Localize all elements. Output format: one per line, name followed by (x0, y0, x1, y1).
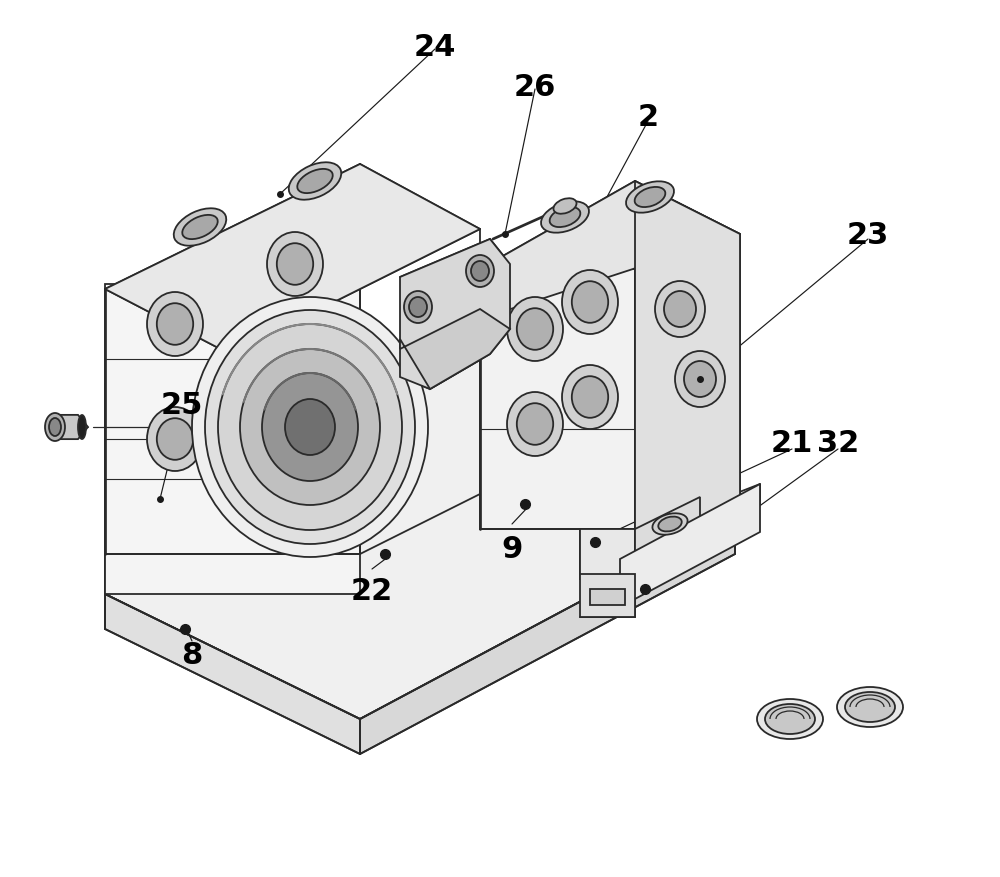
Ellipse shape (562, 366, 618, 430)
Text: 9: 9 (501, 535, 523, 564)
Polygon shape (590, 589, 625, 605)
Text: 8: 8 (181, 641, 203, 670)
Ellipse shape (655, 282, 705, 338)
Ellipse shape (562, 271, 618, 335)
Ellipse shape (675, 352, 725, 408)
Text: 24: 24 (414, 33, 456, 62)
Ellipse shape (277, 244, 313, 286)
Ellipse shape (626, 182, 674, 213)
Polygon shape (105, 285, 360, 554)
Ellipse shape (409, 297, 427, 317)
Text: 32: 32 (817, 429, 859, 458)
Ellipse shape (517, 309, 553, 351)
Ellipse shape (684, 361, 716, 397)
Text: 26: 26 (514, 74, 556, 103)
Polygon shape (105, 165, 480, 354)
Ellipse shape (765, 704, 815, 734)
Polygon shape (580, 530, 635, 580)
Ellipse shape (553, 199, 577, 215)
Ellipse shape (262, 374, 358, 481)
Ellipse shape (277, 369, 313, 410)
Polygon shape (400, 310, 510, 389)
Ellipse shape (572, 282, 608, 324)
Ellipse shape (507, 297, 563, 361)
Polygon shape (580, 574, 635, 617)
Text: 25: 25 (161, 391, 203, 420)
Ellipse shape (517, 403, 553, 446)
Ellipse shape (289, 163, 341, 201)
Ellipse shape (78, 416, 86, 439)
Polygon shape (105, 595, 360, 754)
Ellipse shape (541, 202, 589, 233)
Polygon shape (105, 354, 735, 719)
Ellipse shape (658, 517, 682, 531)
Ellipse shape (845, 692, 895, 722)
Ellipse shape (240, 350, 380, 505)
Ellipse shape (635, 188, 665, 208)
Polygon shape (48, 416, 88, 439)
Polygon shape (360, 519, 735, 754)
Ellipse shape (267, 358, 323, 422)
Ellipse shape (837, 688, 903, 727)
Ellipse shape (205, 310, 415, 545)
Ellipse shape (192, 297, 428, 558)
Text: 22: 22 (351, 577, 393, 606)
Text: 2: 2 (637, 103, 659, 132)
Ellipse shape (157, 418, 193, 460)
Ellipse shape (147, 408, 203, 472)
Ellipse shape (404, 292, 432, 324)
Ellipse shape (652, 514, 688, 535)
Ellipse shape (174, 209, 226, 246)
Text: 23: 23 (847, 221, 889, 250)
Polygon shape (635, 497, 700, 580)
Ellipse shape (507, 393, 563, 457)
Ellipse shape (182, 216, 218, 239)
Ellipse shape (147, 293, 203, 357)
Polygon shape (480, 182, 740, 319)
Ellipse shape (297, 169, 333, 194)
Polygon shape (620, 484, 760, 607)
Ellipse shape (267, 232, 323, 296)
Text: 21: 21 (771, 429, 813, 458)
Polygon shape (635, 182, 740, 530)
Ellipse shape (285, 400, 335, 455)
Ellipse shape (157, 303, 193, 346)
Ellipse shape (49, 418, 61, 437)
Ellipse shape (757, 699, 823, 739)
Ellipse shape (466, 256, 494, 288)
Ellipse shape (550, 208, 580, 228)
Ellipse shape (45, 414, 65, 441)
Ellipse shape (572, 377, 608, 418)
Ellipse shape (218, 324, 402, 531)
Polygon shape (400, 239, 510, 389)
Ellipse shape (664, 292, 696, 328)
Ellipse shape (471, 261, 489, 282)
Polygon shape (480, 270, 635, 530)
Polygon shape (105, 384, 360, 595)
